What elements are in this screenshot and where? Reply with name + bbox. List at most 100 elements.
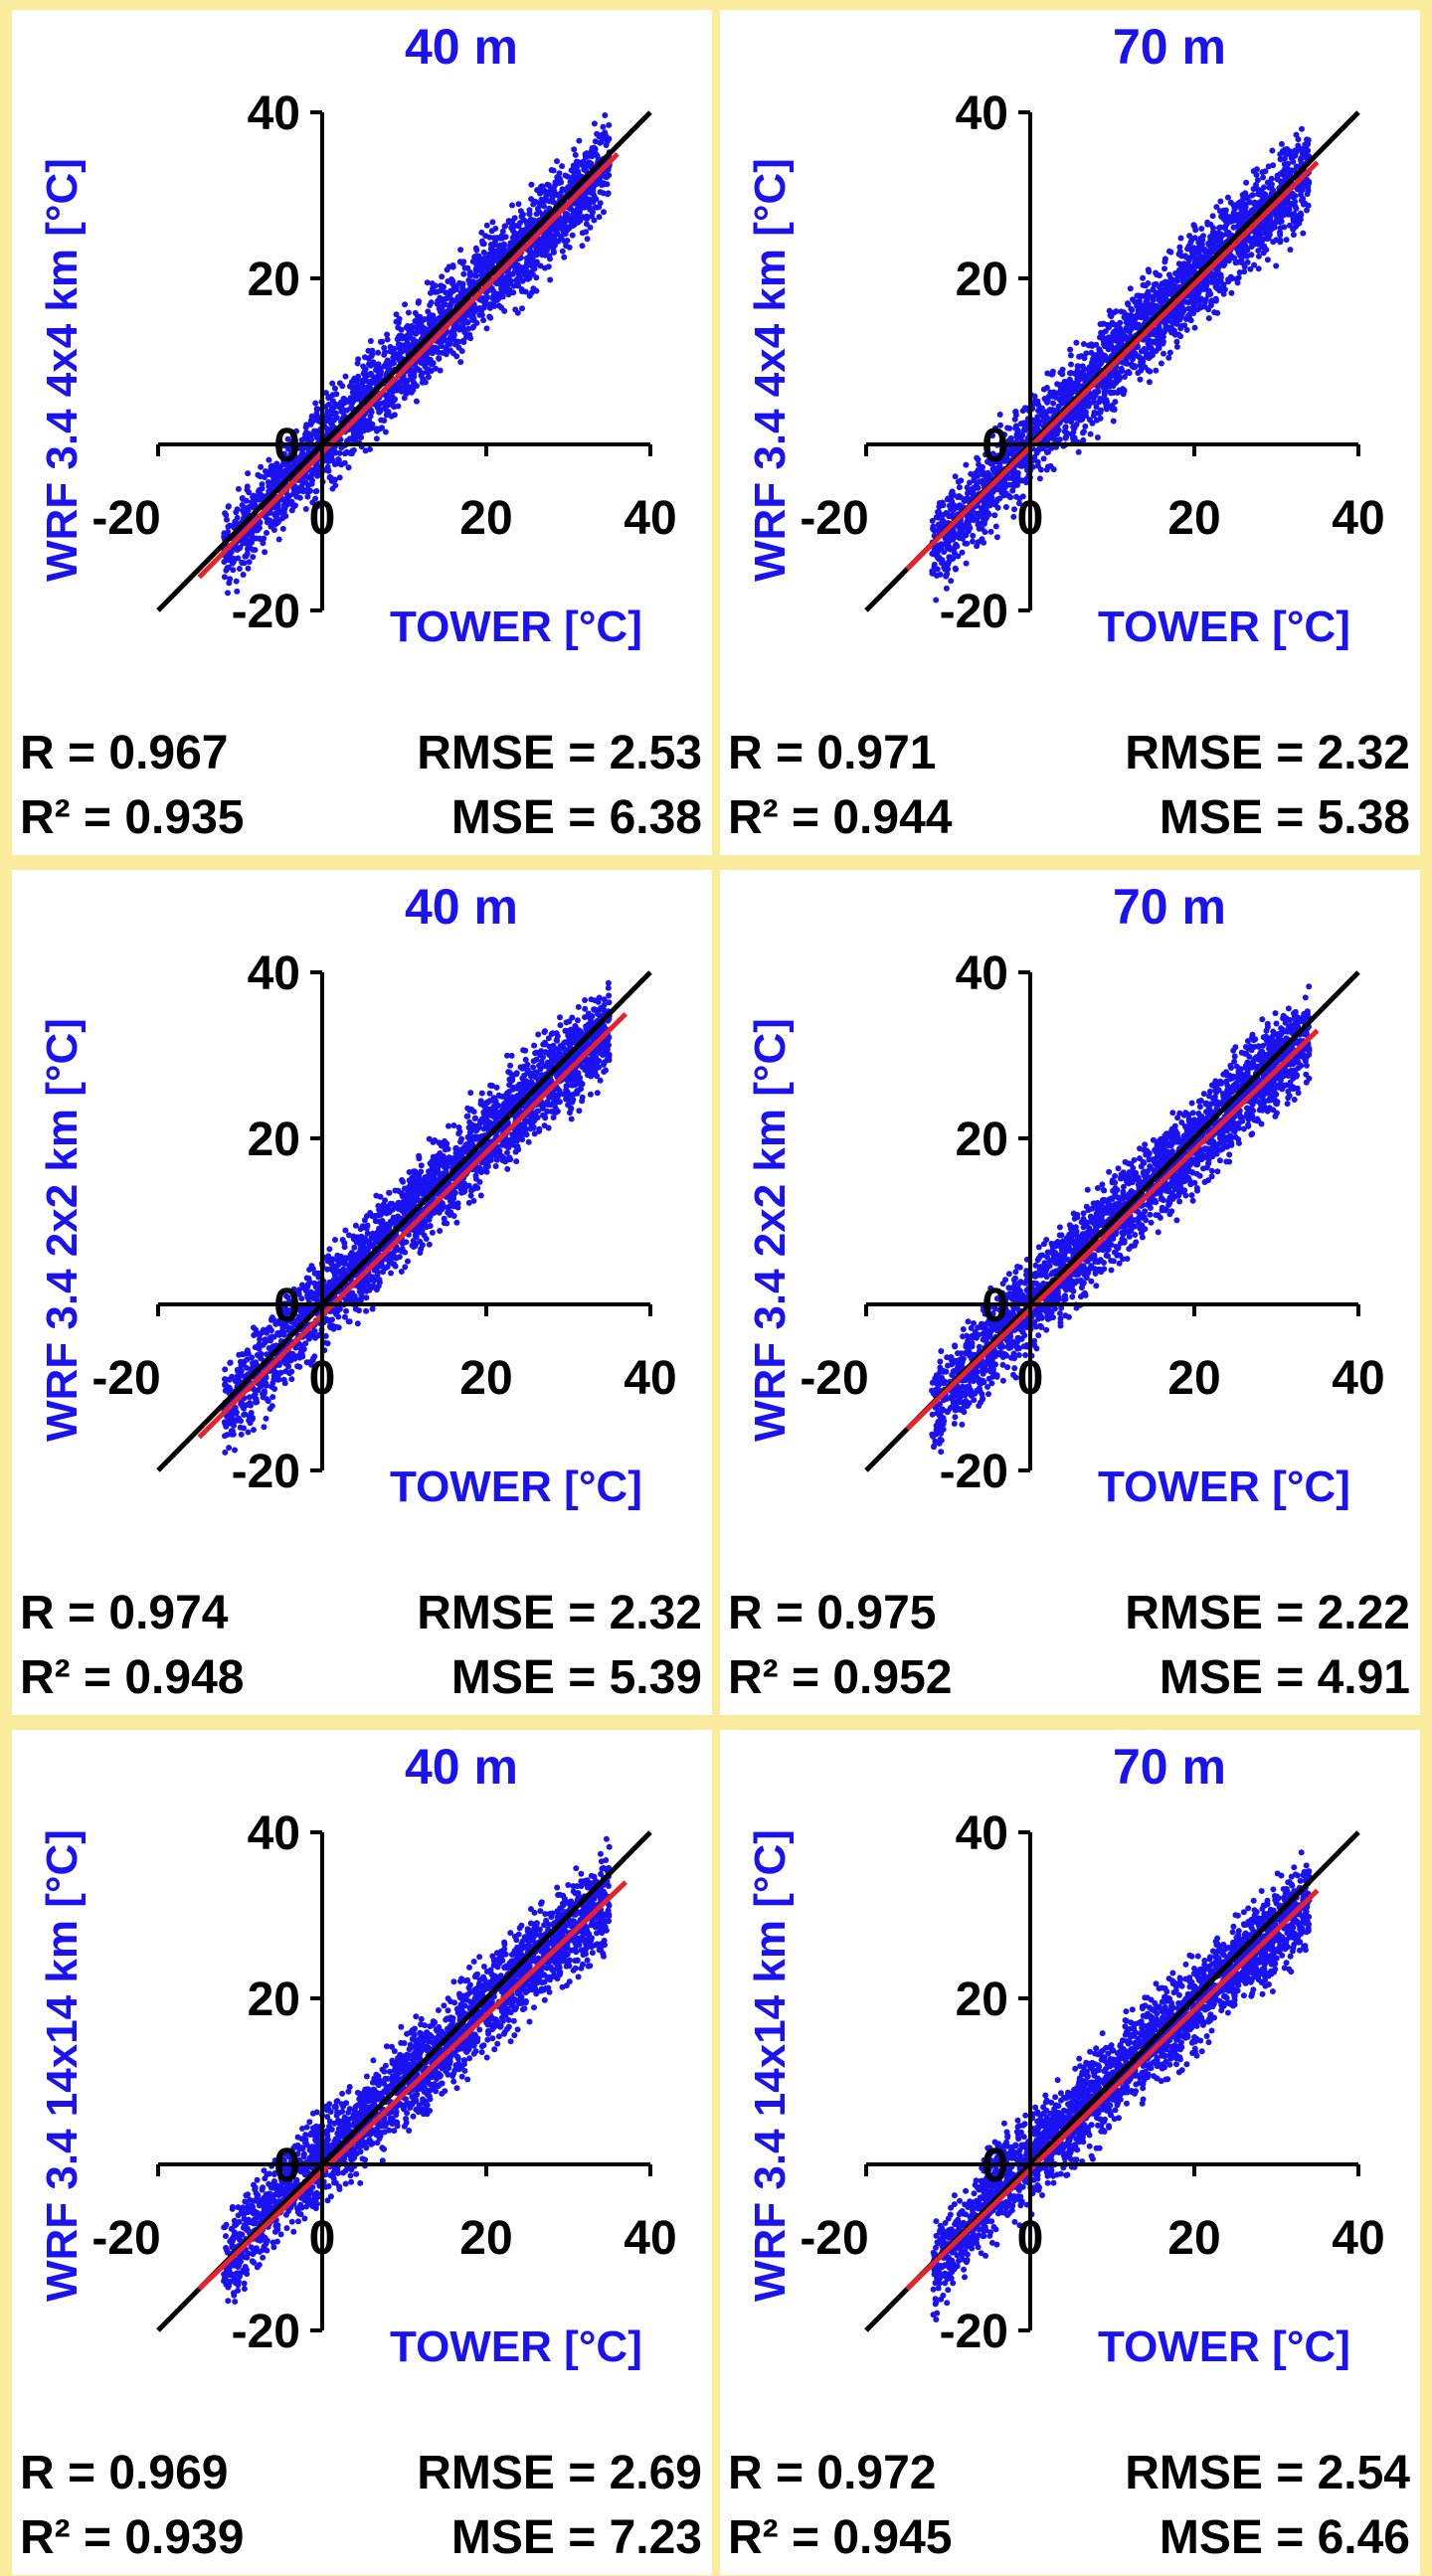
scatter-point (402, 386, 408, 393)
scatter-point (1198, 226, 1205, 232)
scatter-point (405, 309, 412, 316)
scatter-point (384, 331, 391, 338)
scatter-point (498, 274, 505, 281)
scatter-point (472, 245, 479, 252)
scatter-point (1011, 477, 1018, 484)
scatter-point (478, 229, 485, 236)
scatter-point (1031, 453, 1038, 460)
scatter-point (329, 392, 336, 399)
scatter-point (384, 357, 391, 364)
scatter-point (377, 369, 384, 376)
scatter-point (483, 325, 490, 332)
scatter-point (1067, 346, 1074, 353)
scatter-point (1110, 330, 1117, 337)
scatter-point (1019, 408, 1026, 415)
y-axis-label: WRF 3.4 4x4 km [°C] (38, 158, 87, 582)
scatter-point (1062, 433, 1069, 440)
scatter-point (1290, 232, 1297, 239)
scatter-point (1045, 448, 1051, 455)
scatter-point (1110, 418, 1117, 425)
scatter-point (240, 572, 247, 578)
scatter-point (487, 314, 494, 321)
scatter-point (1044, 397, 1051, 404)
scatter-point (467, 313, 474, 320)
scatter-point (996, 412, 1003, 418)
scatter-point (1304, 136, 1310, 143)
scatter-point (527, 216, 534, 223)
scatter-point (385, 366, 392, 373)
scatter-point (406, 389, 413, 396)
scatter-point (515, 201, 522, 208)
scatter-point (519, 305, 525, 312)
scatter-point (230, 567, 237, 574)
scatter-point (416, 298, 422, 305)
x-tick-label: 0 (309, 492, 336, 545)
scatter-point (1135, 324, 1142, 331)
scatter-point (470, 323, 477, 330)
scatter-point (1173, 277, 1180, 284)
scatter-point (1305, 202, 1312, 209)
scatter-point (1235, 200, 1242, 207)
scatter-point (1080, 341, 1087, 347)
scatter-point (929, 550, 936, 557)
scatter-point (431, 346, 438, 353)
scatter-point (581, 198, 588, 205)
scatter-point (427, 359, 434, 366)
scatter-point (401, 395, 408, 402)
scatter-point (587, 224, 594, 231)
scatter-point (1121, 374, 1128, 380)
scatter-point (488, 228, 495, 235)
scatter-point (1217, 198, 1224, 205)
scatter-point (313, 406, 320, 413)
scatter-point (488, 246, 495, 253)
scatter-point (349, 384, 356, 391)
scatter-point (1082, 423, 1089, 429)
scatter-point (258, 463, 265, 470)
scatter-point (971, 476, 978, 483)
scatter-point (393, 318, 400, 325)
scatter-point (381, 344, 388, 351)
scatter-point (1304, 191, 1311, 198)
scatter-point (562, 172, 569, 179)
scatter-point (542, 197, 549, 204)
scatter-point (264, 530, 269, 536)
scatter-point (471, 254, 478, 260)
scatter-point (257, 473, 264, 480)
scatter-point (537, 246, 544, 253)
scatter-point (600, 135, 607, 142)
scatter-point (368, 371, 375, 378)
scatter-point (546, 253, 553, 259)
scatter-point (510, 289, 517, 296)
scatter-point (375, 349, 382, 356)
scatter-point (935, 526, 942, 533)
scatter-point (328, 418, 335, 425)
scatter-point (550, 167, 557, 174)
scatter-point (499, 228, 506, 235)
scatter-point (956, 484, 963, 491)
scatter-point (981, 501, 987, 507)
scatter-point (572, 163, 579, 170)
scatter-point (382, 429, 389, 435)
scatter-point (471, 272, 478, 278)
scatter-point (1255, 191, 1262, 198)
scatter-point (958, 477, 965, 484)
scatter-point (1032, 425, 1039, 431)
scatter-point (331, 461, 338, 467)
scatter-point (970, 532, 977, 539)
scatter-point (368, 408, 375, 415)
scatter-point (1165, 354, 1172, 361)
scatter-point (596, 204, 603, 211)
scatter-point (498, 286, 505, 292)
scatter-point (1097, 409, 1104, 416)
scatter-point (359, 377, 366, 384)
scatter-point (554, 158, 560, 165)
scatter-point (242, 553, 249, 560)
scatter-point (341, 459, 348, 466)
scatter-point (569, 232, 576, 239)
scatter-point (1177, 325, 1184, 332)
scatter-point (234, 588, 241, 595)
scatter-point (1060, 397, 1066, 404)
scatter-point (369, 351, 376, 358)
scatter-point (546, 239, 553, 246)
scatter-point (281, 504, 287, 511)
